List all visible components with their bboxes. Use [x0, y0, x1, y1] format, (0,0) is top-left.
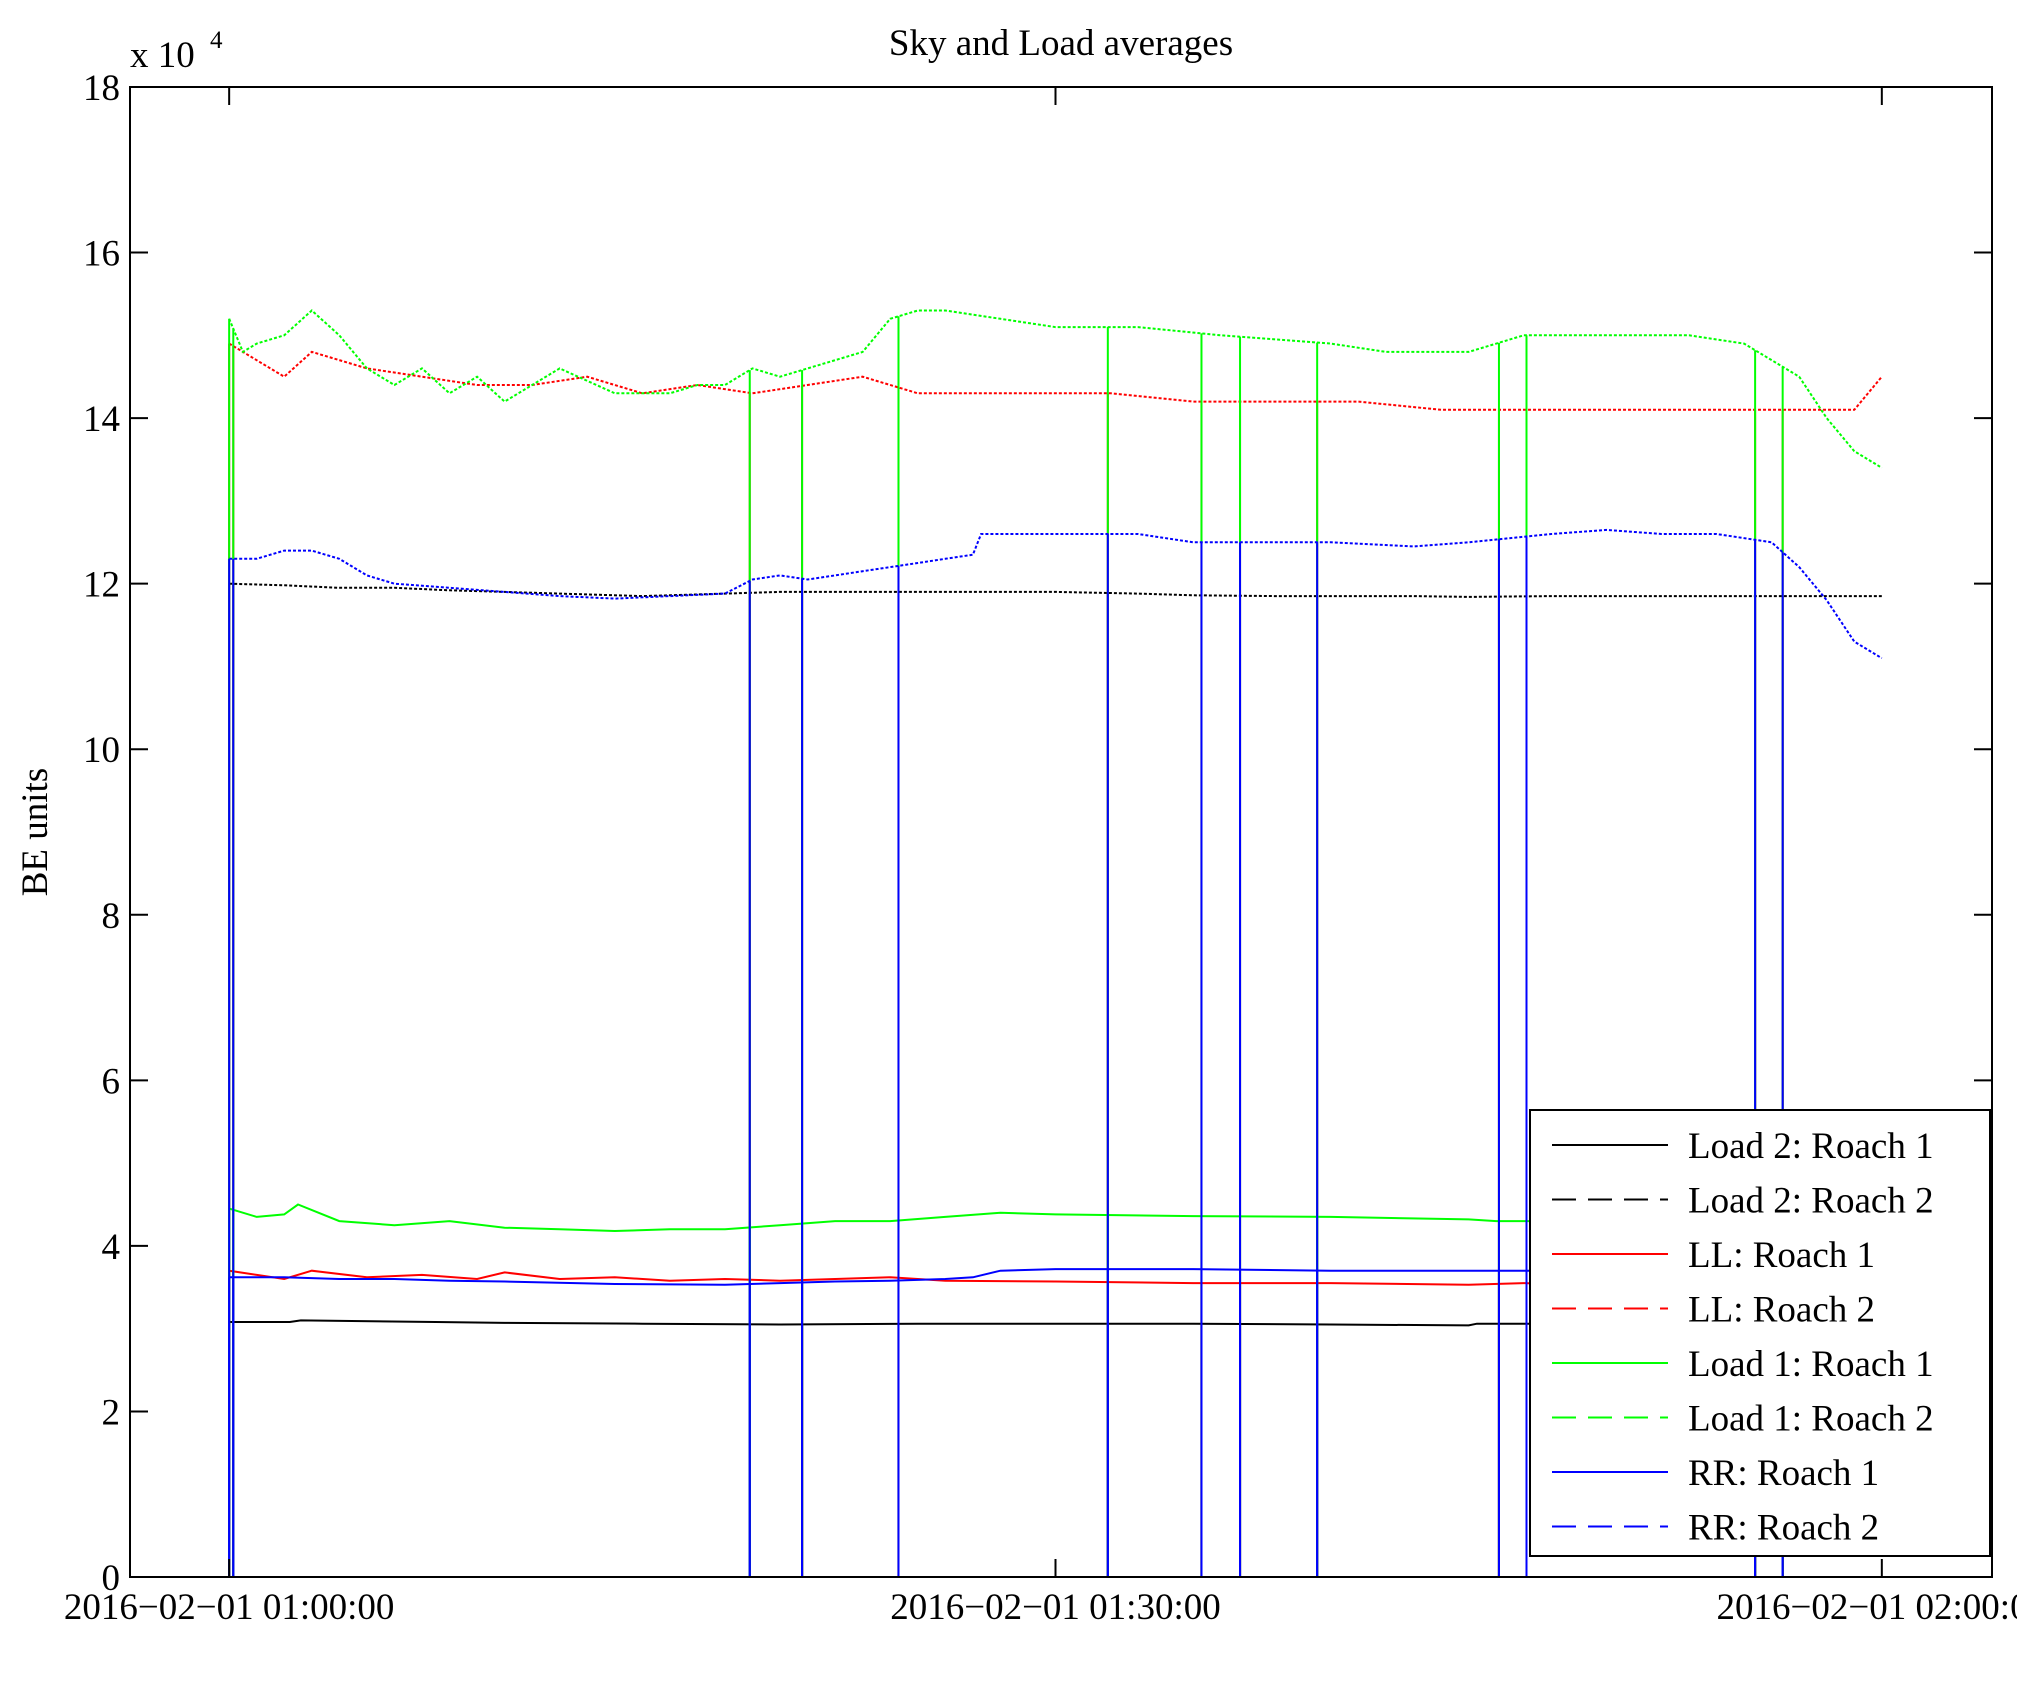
legend-item: LL: Roach 2: [1552, 1290, 1875, 1331]
series-line: [228, 1203, 1882, 1233]
series-line: [229, 528, 1883, 660]
series-line: [229, 1269, 1882, 1287]
legend-item: Load 2: Roach 1: [1552, 1126, 1934, 1167]
chart-title: Sky and Load averages: [889, 23, 1233, 64]
y-tick-label: 14: [83, 399, 120, 440]
y-tick-label: 16: [83, 234, 120, 275]
legend-item: Load 1: Roach 2: [1552, 1399, 1934, 1440]
x-tick-label: 2016−02−01 01:30:00: [890, 1587, 1221, 1628]
legend-item: LL: Roach 1: [1552, 1235, 1875, 1276]
y-tick-label: 12: [83, 565, 120, 606]
y-scale-multiplier: x 10: [130, 35, 195, 76]
series-line: [229, 1268, 1882, 1286]
x-tick-label: 2016−02−01 02:00:00: [1717, 1587, 2017, 1628]
legend-item: RR: Roach 1: [1552, 1453, 1879, 1494]
series-layer: [228, 309, 1883, 1577]
legend-label: RR: Roach 2: [1688, 1508, 1879, 1549]
y-scale-exponent: 4: [210, 27, 223, 54]
legend-label: Load 1: Roach 2: [1688, 1399, 1934, 1440]
y-tick-label: 18: [83, 68, 120, 109]
y-axis-label: BE units: [15, 768, 56, 897]
legend-item: Load 2: Roach 2: [1552, 1181, 1934, 1222]
legend-item: Load 1: Roach 1: [1552, 1344, 1934, 1385]
legend-box: [1529, 1109, 1991, 1557]
legend-label: LL: Roach 2: [1688, 1290, 1875, 1331]
legend-label: RR: Roach 1: [1688, 1453, 1879, 1494]
legend-label: LL: Roach 1: [1688, 1235, 1875, 1276]
legend: Load 2: Roach 1 Load 2: Roach 2 LL: Roach …: [1529, 1109, 1991, 1557]
series-line: [228, 309, 1883, 469]
plot-frame: [129, 86, 1993, 1578]
y-tick-label: 0: [102, 1558, 121, 1599]
ticks-layer: 0 2 4 6 8 10 12 14 16 18 2016−02−01 01:00:00 2016−0…: [64, 68, 2017, 1628]
legend-label: Load 1: Roach 1: [1688, 1344, 1934, 1385]
series-8: [228, 528, 1883, 1577]
y-tick-label: 2: [102, 1392, 121, 1433]
y-tick-label: 10: [83, 730, 120, 771]
legend-item: RR: Roach 2: [1552, 1508, 1879, 1549]
y-tick-label: 4: [102, 1227, 121, 1268]
legend-label: Load 2: Roach 2: [1688, 1181, 1934, 1222]
series-line: [228, 342, 1883, 411]
y-tick-label: 6: [102, 1061, 121, 1102]
legend-label: Load 2: Roach 1: [1688, 1126, 1934, 1167]
y-tick-label: 8: [102, 896, 121, 937]
x-tick-label: 2016−02−01 01:00:00: [64, 1587, 395, 1628]
